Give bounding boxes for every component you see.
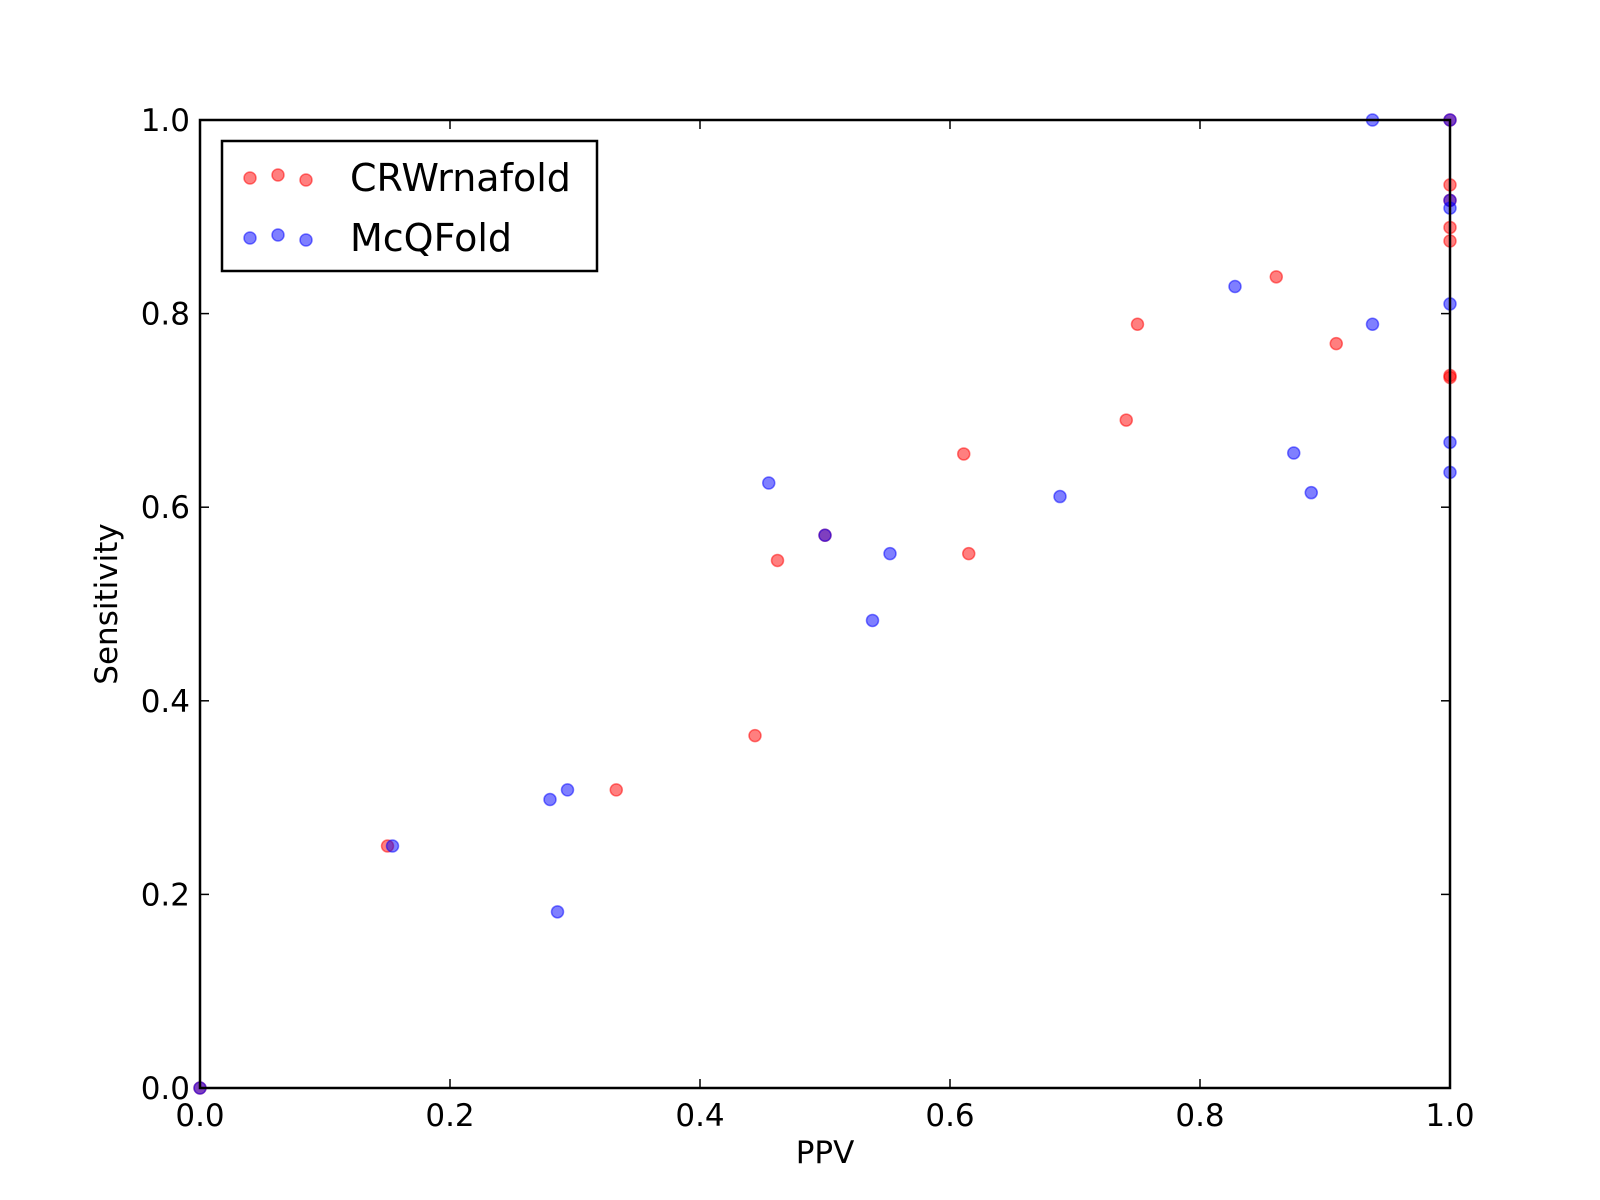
y-tick-label: 1.0: [141, 103, 190, 139]
legend-box: [220, 139, 599, 273]
data-point-crwrnafold: [1329, 336, 1343, 351]
plot-frame: [198, 118, 1452, 1090]
y-tick-label: 0.8: [141, 297, 190, 333]
legend-marker-mcqfold: [243, 231, 257, 245]
data-point-crwrnafold: [1130, 317, 1145, 331]
data-point-mcqfold: [385, 839, 400, 853]
data-point-mcqfold: [1365, 317, 1380, 331]
legend-marker-crwrnafold: [299, 173, 313, 187]
x-tick-label: 0.8: [1175, 1098, 1224, 1134]
legend: CRWrnafold McQFold: [220, 139, 599, 273]
legend-marker-crwrnafold: [271, 168, 285, 182]
x-tick-label: 0.2: [425, 1098, 474, 1134]
y-tick-label: 0.0: [141, 1071, 190, 1107]
data-point-mcqfold: [1304, 485, 1318, 500]
data-point-mcqfold: [865, 613, 880, 628]
data-point-mcqfold: [818, 528, 832, 543]
data-point-mcqfold: [560, 783, 575, 797]
legend-marker-mcqfold: [271, 228, 285, 242]
data-point-crwrnafold: [748, 728, 762, 743]
plot-area: [200, 120, 1450, 1088]
legend-label-crwrnafold: CRWrnafold: [350, 156, 571, 200]
data-point-crwrnafold: [962, 546, 976, 561]
x-tick-label: 0.0: [175, 1098, 224, 1134]
data-point-mcqfold: [1287, 446, 1301, 460]
axis-tick-labels: 0.0 0.2 0.4 0.6 0.8 1.0 0.0 0.2 0.4 0.6 0.8 1.0: [141, 103, 1475, 1134]
y-tick-label: 0.2: [141, 877, 190, 913]
legend-marker-crwrnafold: [243, 171, 257, 185]
data-point-mcqfold: [550, 905, 565, 919]
data-point-crwrnafold: [957, 447, 971, 461]
x-tick-label: 0.6: [925, 1098, 974, 1134]
data-point-mcqfold: [762, 476, 776, 490]
legend-marker-mcqfold: [299, 233, 313, 247]
x-tick-label: 0.4: [675, 1098, 724, 1134]
y-axis-label: Sensitivity: [89, 523, 125, 684]
data-point-mcqfold: [1053, 489, 1067, 504]
data-point-crwrnafold: [1269, 270, 1283, 284]
x-axis-label: PPV: [796, 1135, 855, 1171]
data-point-mcqfold: [1228, 279, 1242, 294]
data-point-mcqfold: [883, 546, 897, 561]
data-point-crwrnafold: [770, 553, 785, 568]
x-tick-label: 1.0: [1425, 1098, 1474, 1134]
data-point-crwrnafold: [609, 783, 623, 797]
data-point-crwrnafold: [1119, 413, 1133, 427]
data-point-mcqfold: [543, 792, 557, 807]
y-tick-label: 0.6: [141, 490, 190, 526]
legend-label-mcqfold: McQFold: [350, 216, 512, 260]
y-tick-label: 0.4: [141, 684, 190, 720]
